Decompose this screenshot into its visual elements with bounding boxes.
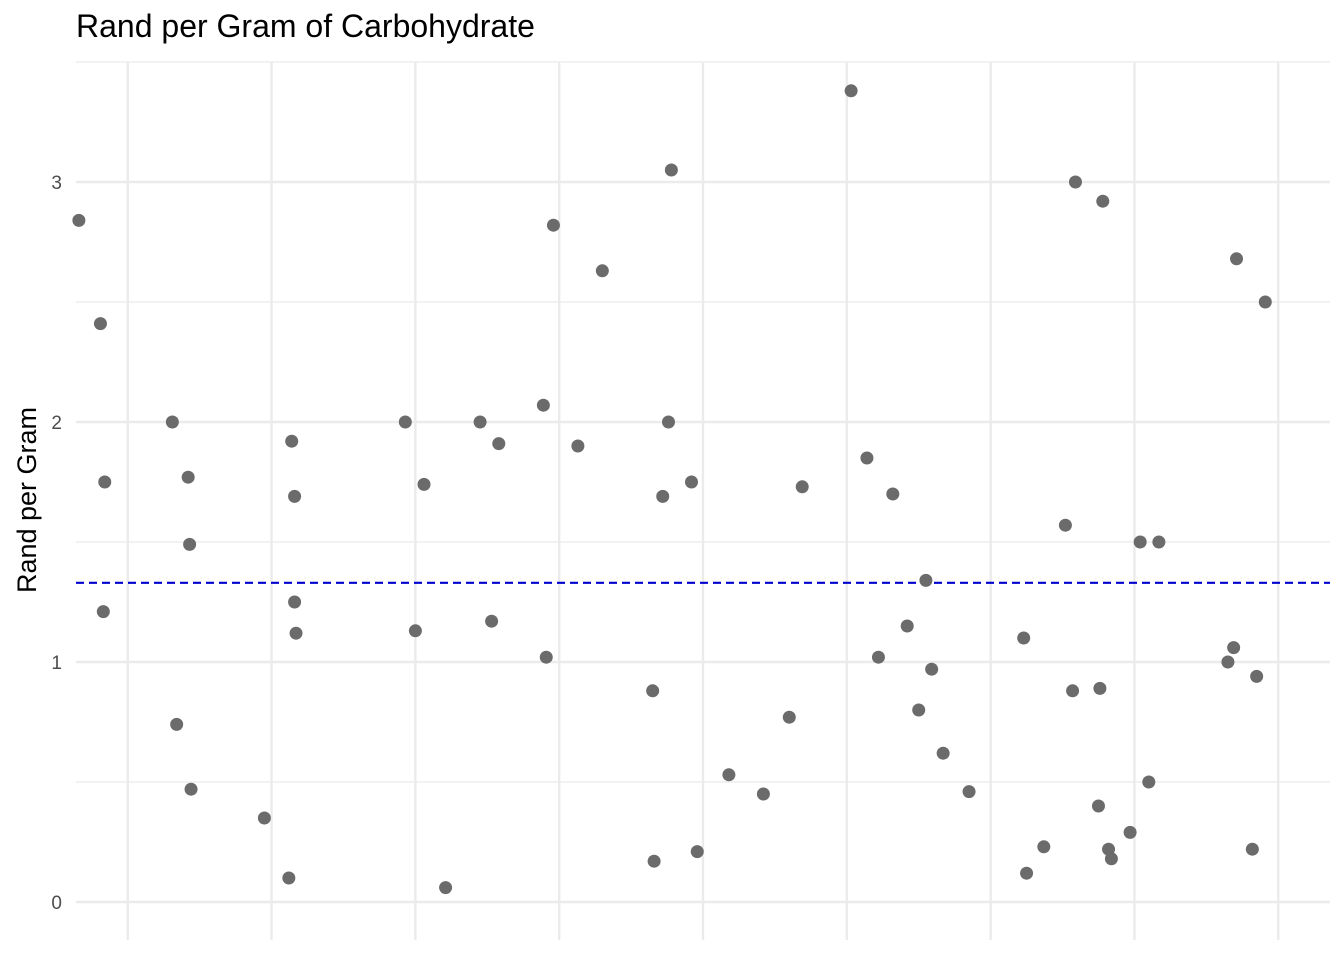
- data-point: [571, 439, 585, 453]
- data-point: [170, 717, 184, 731]
- data-point: [408, 624, 422, 638]
- data-point: [912, 703, 926, 717]
- data-point: [181, 470, 195, 484]
- y-tick-label: 0: [51, 893, 62, 914]
- data-point: [96, 605, 110, 619]
- data-point: [925, 662, 939, 676]
- data-points: [72, 84, 1272, 895]
- y-axis-tick-labels: 0 1 2 3: [51, 173, 62, 914]
- major-gridlines: [76, 62, 1330, 940]
- data-point: [417, 477, 431, 491]
- data-point: [1020, 866, 1034, 880]
- data-point: [165, 415, 179, 429]
- data-point: [1066, 684, 1080, 698]
- data-point: [1258, 295, 1272, 309]
- data-point: [595, 264, 609, 278]
- y-tick-label: 3: [51, 173, 62, 194]
- data-point: [646, 684, 660, 698]
- chart-title: Rand per Gram of Carbohydrate: [76, 8, 535, 44]
- data-point: [664, 163, 678, 177]
- data-point: [98, 475, 112, 489]
- data-point: [183, 537, 197, 551]
- data-point: [1142, 775, 1156, 789]
- data-point: [282, 871, 296, 885]
- data-point: [1227, 641, 1241, 655]
- data-point: [1133, 535, 1147, 549]
- data-point: [288, 595, 302, 609]
- data-point: [536, 398, 550, 412]
- y-tick-label: 2: [51, 413, 62, 434]
- data-point: [900, 619, 914, 633]
- data-point: [1221, 655, 1235, 669]
- data-point: [1245, 842, 1259, 856]
- data-point: [93, 317, 107, 331]
- data-point: [1104, 852, 1118, 866]
- data-point: [919, 573, 933, 587]
- data-point: [492, 437, 506, 451]
- data-point: [684, 475, 698, 489]
- data-point: [647, 854, 661, 868]
- data-point: [844, 84, 858, 98]
- data-point: [1017, 631, 1031, 645]
- data-point: [1058, 518, 1072, 532]
- data-point: [1037, 840, 1051, 854]
- data-point: [962, 785, 976, 799]
- data-point: [485, 614, 499, 628]
- data-point: [936, 746, 950, 760]
- data-point: [722, 768, 736, 782]
- data-point: [473, 415, 487, 429]
- data-point: [1250, 669, 1264, 683]
- data-point: [860, 451, 874, 465]
- data-point: [886, 487, 900, 501]
- data-point: [398, 415, 412, 429]
- data-point: [795, 480, 809, 494]
- data-point: [756, 787, 770, 801]
- data-point: [546, 218, 560, 232]
- data-point: [1152, 535, 1166, 549]
- data-point: [539, 650, 553, 664]
- data-point: [661, 415, 675, 429]
- data-point: [782, 710, 796, 724]
- data-point: [656, 489, 670, 503]
- data-point: [690, 845, 704, 859]
- y-tick-label: 1: [51, 653, 62, 674]
- data-point: [1091, 799, 1105, 813]
- data-point: [1230, 252, 1244, 266]
- data-point: [1068, 175, 1082, 189]
- data-point: [184, 782, 198, 796]
- data-point: [871, 650, 885, 664]
- data-point: [288, 489, 302, 503]
- data-point: [1093, 681, 1107, 695]
- data-point: [289, 626, 303, 640]
- data-point: [1096, 194, 1110, 208]
- data-point: [439, 881, 453, 895]
- data-point: [257, 811, 271, 825]
- data-point: [1123, 825, 1137, 839]
- y-axis-label: Rand per Gram: [12, 407, 42, 593]
- data-point: [72, 213, 86, 227]
- data-point: [285, 434, 299, 448]
